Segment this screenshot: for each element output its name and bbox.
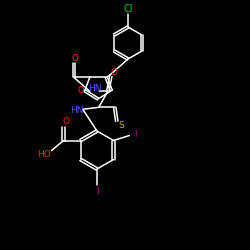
Text: S: S [118,121,124,130]
Text: HO: HO [37,150,51,159]
Text: I: I [134,130,137,139]
Text: HN: HN [88,84,102,93]
Text: O: O [110,68,117,77]
Text: HN: HN [70,106,84,115]
Text: O: O [71,54,78,63]
Text: O: O [62,117,69,126]
Text: I: I [96,186,98,196]
Text: Cl: Cl [123,4,133,14]
Text: O: O [77,86,84,95]
